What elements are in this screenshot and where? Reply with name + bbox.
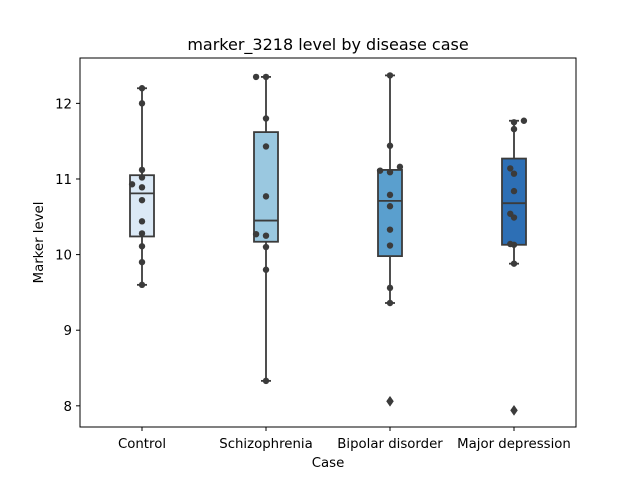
data-point [386,284,394,292]
box-2 [377,169,403,258]
chart-title: marker_3218 level by disease case [187,35,468,55]
data-point [138,196,146,204]
y-tick-label: 9 [64,324,72,339]
axes-layer: Control Schizophrenia Bipolar disorder Majo… [55,97,571,452]
data-point [396,163,404,171]
data-point [510,260,518,267]
data-point [510,119,518,126]
data-point [138,230,146,237]
plot-layer [128,72,528,416]
data-point [510,214,518,221]
data-point [386,191,394,199]
outlier-marker [386,395,394,407]
data-point [138,218,146,225]
y-tick-label: 8 [64,400,72,415]
data-point [510,170,518,177]
y-tick-label: 12 [55,97,72,112]
data-point [520,117,528,124]
data-point [138,166,146,174]
data-point [262,73,270,81]
data-point [138,243,146,250]
data-point [386,299,394,307]
x-axis-label: Case [312,456,345,471]
x-tick-label: Major depression [457,437,571,452]
outlier-marker [510,404,518,416]
data-point [138,184,146,191]
data-point [252,73,260,81]
plot-area-frame [79,57,577,428]
data-point [252,230,260,238]
data-point [376,167,384,174]
y-tick-label: 10 [55,249,72,264]
data-point [386,142,394,149]
data-point [386,242,394,249]
x-tick-label: Bipolar disorder [337,437,443,452]
data-point [507,165,514,172]
data-point [262,143,270,150]
data-point [386,168,394,176]
data-point [510,125,518,133]
x-tick-label: Schizophrenia [219,437,312,452]
data-point [386,203,394,210]
data-point [386,226,394,233]
data-point [262,266,270,273]
data-point [262,243,270,251]
data-point [262,377,270,385]
data-point [386,72,394,79]
data-point [128,181,136,188]
data-point [510,241,518,248]
plot-area-background [80,58,576,427]
data-point [262,115,270,122]
box-1 [253,131,279,243]
data-point [138,174,146,181]
data-point [262,193,270,200]
data-point [138,85,146,92]
data-point [138,100,146,107]
data-point [138,281,146,289]
y-tick-label: 11 [55,173,72,188]
y-axis-label: Marker level [32,202,47,284]
data-point [262,232,270,239]
data-point [510,187,518,195]
x-tick-label: Control [118,437,166,452]
data-point [138,258,146,266]
